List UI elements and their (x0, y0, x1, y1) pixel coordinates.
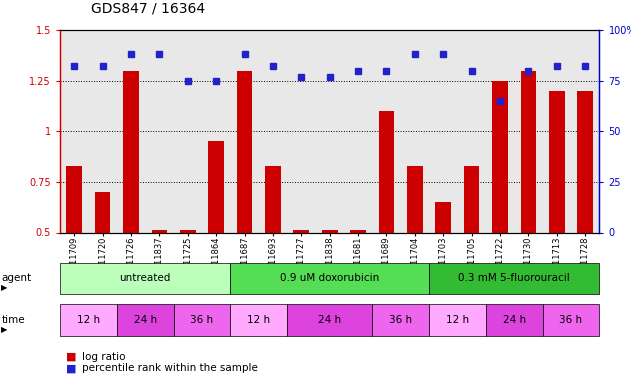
Text: ■: ■ (66, 363, 77, 373)
Bar (543, 304, 599, 336)
Bar (95, 192, 110, 232)
Bar (60, 262, 230, 294)
Text: agent: agent (1, 273, 32, 284)
Bar (407, 166, 423, 232)
Bar (265, 166, 281, 232)
Text: 0.9 uM doxorubicin: 0.9 uM doxorubicin (280, 273, 379, 284)
Bar (322, 231, 338, 232)
Bar (492, 81, 508, 232)
Bar (230, 304, 287, 336)
Bar (117, 304, 174, 336)
Text: 12 h: 12 h (77, 315, 100, 325)
Bar (123, 70, 139, 232)
Bar (577, 91, 593, 232)
Bar (486, 304, 543, 336)
Bar (521, 70, 536, 232)
Bar (180, 231, 196, 232)
Text: 12 h: 12 h (446, 315, 469, 325)
Bar (174, 304, 230, 336)
Text: 12 h: 12 h (247, 315, 270, 325)
Bar (464, 166, 480, 232)
Bar (237, 70, 252, 232)
Bar (293, 231, 309, 232)
Bar (151, 231, 167, 232)
Text: percentile rank within the sample: percentile rank within the sample (82, 363, 258, 373)
Bar (66, 166, 82, 232)
Bar (287, 304, 372, 336)
Text: 24 h: 24 h (503, 315, 526, 325)
Bar (372, 304, 429, 336)
Text: ▶: ▶ (1, 324, 8, 334)
Text: 24 h: 24 h (134, 315, 156, 325)
Bar (435, 202, 451, 232)
Text: 0.3 mM 5-fluorouracil: 0.3 mM 5-fluorouracil (458, 273, 570, 284)
Bar (350, 231, 366, 232)
Text: log ratio: log ratio (82, 352, 126, 362)
Text: time: time (1, 315, 25, 325)
Text: 36 h: 36 h (560, 315, 582, 325)
Bar (429, 262, 599, 294)
Text: GDS847 / 16364: GDS847 / 16364 (91, 1, 206, 15)
Text: 36 h: 36 h (389, 315, 412, 325)
Text: 24 h: 24 h (318, 315, 341, 325)
Text: ■: ■ (66, 352, 77, 362)
Bar (60, 304, 117, 336)
Bar (230, 262, 429, 294)
Text: ▶: ▶ (1, 284, 8, 292)
Bar (208, 141, 224, 232)
Text: untreated: untreated (119, 273, 171, 284)
Text: 36 h: 36 h (191, 315, 213, 325)
Bar (429, 304, 486, 336)
Bar (549, 91, 565, 232)
Bar (379, 111, 394, 232)
